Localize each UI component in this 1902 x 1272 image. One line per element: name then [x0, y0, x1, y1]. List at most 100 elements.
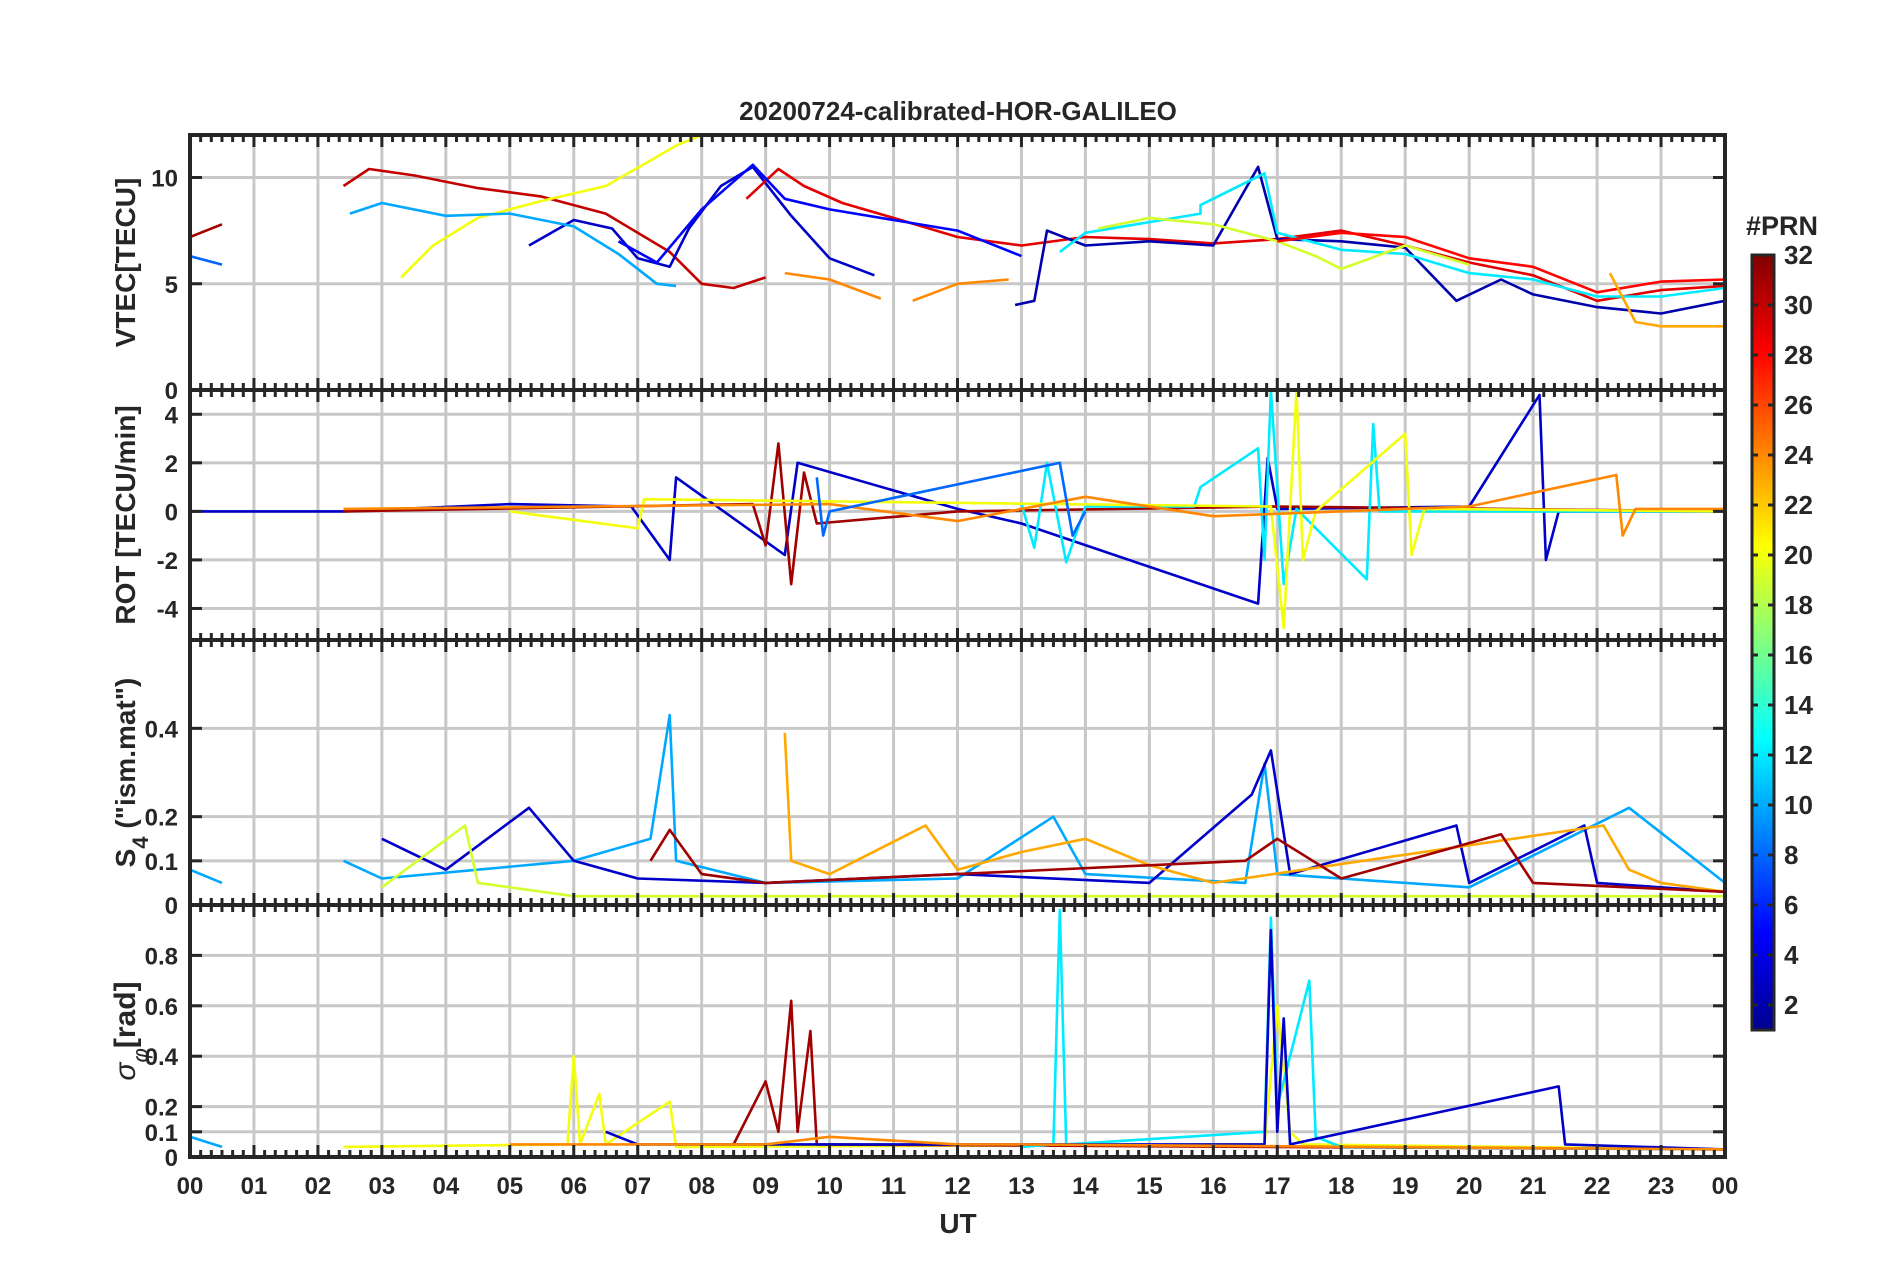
panel-rot: -4 -2 0 2 4 ROT [TECU/min] — [110, 388, 1727, 642]
y-tick-label: 0.4 — [145, 716, 179, 743]
x-tick-label: 10 — [816, 1173, 843, 1200]
series-prn-28 — [1277, 231, 1725, 294]
series-prn-3 — [381, 749, 1725, 894]
colorbar-tick-label: 24 — [1784, 440, 1813, 470]
colorbar-tick-label: 16 — [1784, 640, 1813, 670]
series-prn-3 — [528, 165, 875, 277]
x-axis-label: UT — [939, 1208, 976, 1239]
y-tick-label: 0.6 — [145, 994, 178, 1021]
x-tick-label: 15 — [1136, 1173, 1163, 1200]
series-prn-5 — [617, 163, 1022, 264]
x-tick-label: 00 — [177, 1173, 204, 1200]
series-prn-19 — [1097, 216, 1470, 271]
y-tick-label: 0.8 — [145, 943, 178, 970]
y-axis-label-rot: ROT [TECU/min] — [110, 405, 141, 624]
y-tick-label: -4 — [157, 596, 179, 623]
colorbar-tick-label: 18 — [1784, 590, 1813, 620]
series-prn-20 — [343, 1004, 1725, 1151]
series-prn-12 — [1021, 908, 1725, 1151]
y-axis-label-vtec: VTEC[TECU] — [110, 178, 141, 348]
series-prn-31 — [649, 828, 1725, 894]
series-prn-20 — [509, 390, 1725, 630]
series-group-vtec — [190, 135, 1725, 328]
panel-s4: 0 0.1 0.2 0.4S4 ("ism.mat") — [110, 638, 1727, 920]
series-group-sigma_phi — [190, 908, 1725, 1151]
y-axis-label-s4: S4 ("ism.mat") — [110, 678, 153, 868]
colorbar-tick-label: 26 — [1784, 390, 1813, 420]
colorbar-tick-label: 14 — [1784, 690, 1813, 720]
y-tick-label: 0.2 — [145, 805, 178, 832]
x-tick-label: 16 — [1200, 1173, 1227, 1200]
y-tick-label: 0 — [165, 499, 178, 526]
colorbar-tick-label: 2 — [1784, 990, 1798, 1020]
x-tick-label: 09 — [752, 1173, 779, 1200]
panel-sigma_phi: 00.10.2 0.4 0.6 0.8 σφ[rad] — [109, 903, 1727, 1172]
colorbar-tick-label: 22 — [1784, 490, 1813, 520]
x-tick-label: 03 — [369, 1173, 396, 1200]
y-tick-label: 4 — [165, 402, 179, 429]
x-tick-label: 17 — [1264, 1173, 1291, 1200]
series-prn-31 — [732, 999, 1725, 1151]
series-prn-31 — [343, 442, 1725, 586]
x-tick-label: 01 — [241, 1173, 268, 1200]
x-tick-label: 00 — [1712, 1173, 1739, 1200]
x-tick-label: 21 — [1520, 1173, 1547, 1200]
series-prn-10 — [190, 1135, 223, 1149]
series-prn-12 — [1020, 390, 1725, 586]
y-tick-label: 0.1 — [145, 1120, 178, 1147]
x-tick-label: 11 — [881, 1173, 906, 1200]
panel-vtec: 0 5 10 VTEC[TECU] — [110, 133, 1727, 405]
series-prn-8 — [815, 461, 1087, 537]
grid-rot — [188, 390, 1727, 640]
y-tick-label: 10 — [151, 166, 178, 193]
x-tick-label: 23 — [1648, 1173, 1675, 1200]
x-tick-label: 05 — [496, 1173, 523, 1200]
colorbar-label: #PRN — [1746, 211, 1818, 241]
colorbar-tick-label: 28 — [1784, 340, 1813, 370]
y-tick-label: 0.1 — [145, 849, 178, 876]
y-tick-label: 2 — [165, 451, 178, 478]
colorbar-gradient — [1750, 253, 1776, 1032]
x-tick-label: 06 — [560, 1173, 587, 1200]
y-tick-label: 0 — [165, 378, 178, 405]
chart-title: 20200724-calibrated-HOR-GALILEO — [739, 96, 1177, 126]
x-tick-labels: 00 01 02 03 04 05 06 07 08 09 10 11 12 13 14 15 16 17 18 19… — [177, 1173, 1739, 1200]
x-tick-label: 08 — [688, 1173, 715, 1200]
series-prn-12 — [1059, 172, 1725, 298]
x-tick-label: 20 — [1456, 1173, 1483, 1200]
series-prn-24 — [509, 1135, 1725, 1151]
x-tick-label: 18 — [1328, 1173, 1355, 1200]
y-tick-label: 5 — [165, 272, 178, 299]
grid-sigma_phi — [188, 905, 1727, 1159]
series-prn-23 — [783, 732, 1725, 894]
colorbar-tick-label: 20 — [1784, 540, 1813, 570]
x-tick-label: 07 — [624, 1173, 651, 1200]
x-tick-label: 04 — [432, 1173, 459, 1200]
y-tick-label: -2 — [157, 548, 178, 575]
series-prn-24 — [912, 278, 1009, 303]
y-axis-label-sigma_phi: σφ[rad] — [109, 981, 153, 1080]
series-prn-23 — [1608, 272, 1725, 328]
y-tick-label: 0 — [165, 893, 178, 920]
grid-s4 — [188, 640, 1727, 907]
colorbar-tick-label: 12 — [1784, 740, 1813, 770]
colorbar-tick-label: 8 — [1784, 840, 1798, 870]
series-prn-24 — [784, 271, 882, 300]
colorbar-tick-label: 30 — [1784, 290, 1813, 320]
x-tick-label: 12 — [944, 1173, 971, 1200]
colorbar-tick-label: 10 — [1784, 790, 1813, 820]
series-prn-20 — [400, 135, 703, 279]
colorbar-tick-label: 4 — [1784, 940, 1799, 970]
series-prn-8 — [190, 254, 223, 266]
series-group-rot — [190, 390, 1725, 630]
y-tick-label: 0 — [165, 1145, 178, 1172]
x-tick-label: 19 — [1392, 1173, 1419, 1200]
series-prn-31 — [190, 223, 223, 239]
series-prn-10 — [349, 201, 677, 288]
series-prn-30 — [342, 167, 767, 290]
series-prn-10 — [342, 713, 1725, 889]
x-tick-label: 14 — [1072, 1173, 1099, 1200]
